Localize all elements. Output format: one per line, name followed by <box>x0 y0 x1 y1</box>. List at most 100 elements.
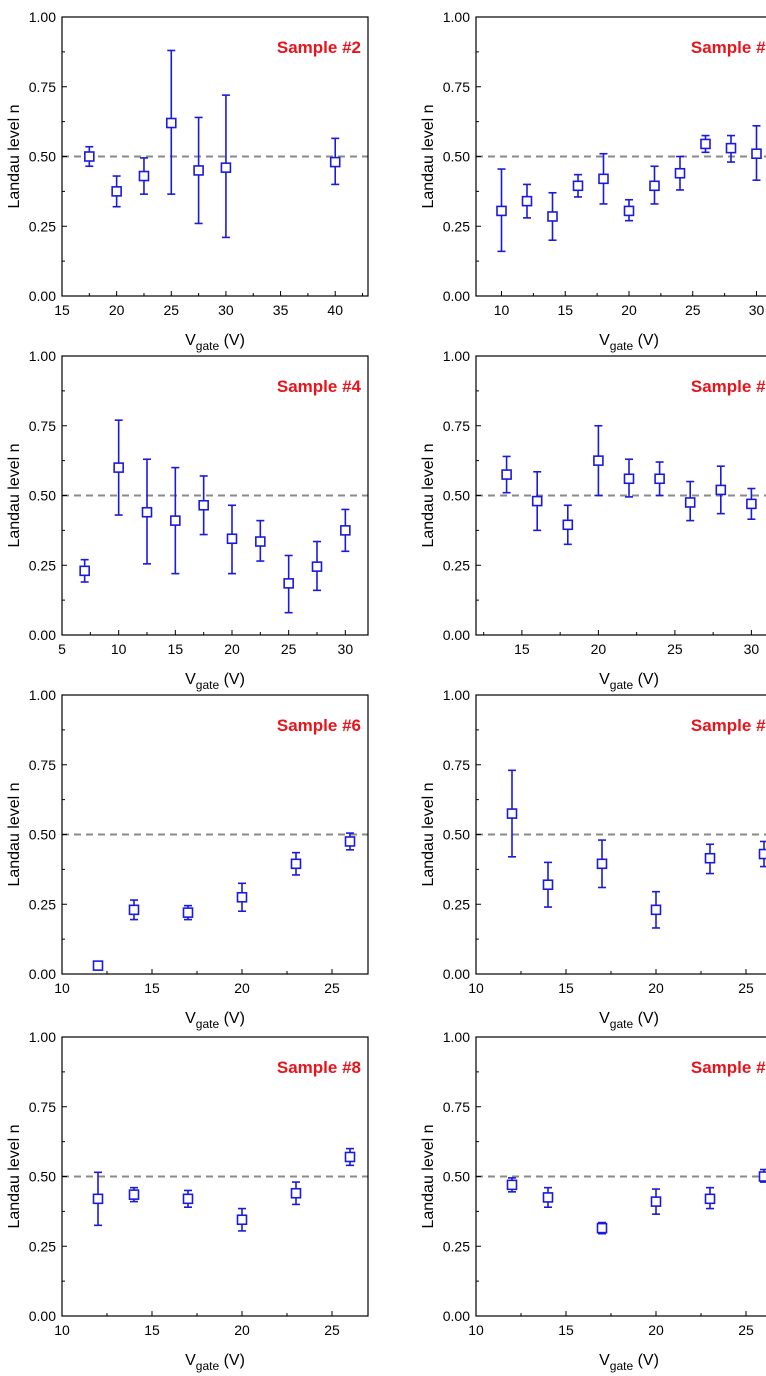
data-point <box>596 1222 608 1234</box>
y-tick-label: 0.00 <box>443 288 470 304</box>
x-axis-label-main: V <box>599 671 610 688</box>
data-point <box>715 484 727 496</box>
y-tick-label: 0.50 <box>29 1169 56 1185</box>
data-point <box>165 117 177 129</box>
y-tick-label: 0.25 <box>29 557 56 573</box>
x-tick-label: 15 <box>144 980 160 996</box>
x-tick-label: 25 <box>324 980 340 996</box>
data-point <box>113 462 124 473</box>
plot-frame <box>475 694 766 975</box>
sample-label: Sample #6 <box>277 716 361 735</box>
data-point <box>623 473 635 485</box>
y-axis-label: Landau level n <box>420 782 437 886</box>
x-tick-label: 20 <box>234 1322 250 1338</box>
x-axis-label: Vgate (V) <box>599 1010 659 1031</box>
y-tick-label: 1.00 <box>29 9 56 25</box>
data-point <box>593 455 604 466</box>
y-tick-label: 0.75 <box>29 757 56 773</box>
x-axis-label: Vgate (V) <box>185 1010 245 1031</box>
data-point <box>311 561 323 572</box>
data-point <box>751 148 762 160</box>
chart-panel: 0.00 0.25 0.50 0.75 1.00 10 15 20 25 Sample #9 Lan… <box>420 1029 766 1373</box>
data-point <box>79 565 90 577</box>
x-tick-label: 15 <box>54 302 70 318</box>
x-axis-label-unit: (V) <box>219 671 245 688</box>
y-tick-label: 0.50 <box>29 827 56 843</box>
data-point <box>547 211 558 222</box>
x-tick-label: 15 <box>514 641 530 657</box>
plot-frame <box>61 1036 369 1317</box>
data-point <box>542 879 554 891</box>
chart-panel: 0.00 0.25 0.50 0.75 1.00 15 20 25 30 35 40 Sample #… <box>6 9 369 353</box>
data-point <box>236 891 248 903</box>
x-axis-label-subscript: gate <box>196 1017 220 1031</box>
data-point <box>128 904 140 916</box>
y-tick-label: 0.00 <box>29 627 56 643</box>
data-point <box>506 1179 518 1191</box>
x-tick-label: 30 <box>749 302 765 318</box>
x-tick-label: 25 <box>685 302 701 318</box>
y-tick-label: 0.75 <box>443 757 470 773</box>
plot-frame <box>61 694 369 975</box>
y-axis-label: Landau level n <box>6 1124 23 1228</box>
x-tick-label: 25 <box>738 1322 754 1338</box>
y-tick-label: 1.00 <box>443 687 470 703</box>
x-axis-label-main: V <box>599 1352 610 1369</box>
x-axis-label-unit: (V) <box>633 1010 659 1027</box>
data-point <box>182 1193 194 1205</box>
x-axis-label: Vgate (V) <box>599 332 659 353</box>
data-point <box>226 533 238 545</box>
y-tick-label: 1.00 <box>29 687 56 703</box>
x-tick-label: 35 <box>273 302 289 318</box>
data-point <box>674 167 686 179</box>
x-tick-label: 10 <box>54 1322 70 1338</box>
data-point <box>198 499 209 511</box>
data-point <box>138 170 150 182</box>
data-point <box>704 1193 716 1205</box>
plot-frame <box>475 355 766 636</box>
x-axis-label-main: V <box>599 332 610 349</box>
data-point <box>506 808 518 819</box>
x-tick-label: 5 <box>58 641 66 657</box>
data-point <box>141 506 153 518</box>
x-tick-label: 15 <box>558 980 574 996</box>
x-axis-label: Vgate (V) <box>185 332 245 353</box>
plot-frame <box>61 16 369 297</box>
plot-frame <box>475 1036 766 1317</box>
x-tick-label: 25 <box>163 302 179 318</box>
data-point <box>236 1214 248 1226</box>
x-axis-label-unit: (V) <box>633 332 659 349</box>
y-tick-label: 0.25 <box>29 896 56 912</box>
x-axis-label-main: V <box>185 1352 196 1369</box>
data-point <box>255 536 266 547</box>
y-tick-label: 1.00 <box>443 348 470 364</box>
data-point <box>84 151 95 162</box>
y-tick-label: 0.00 <box>443 1308 470 1324</box>
data-point <box>283 578 294 589</box>
y-axis-label: Landau level n <box>6 104 23 208</box>
x-axis-label-subscript: gate <box>196 339 220 353</box>
x-axis-label-unit: (V) <box>633 671 659 688</box>
y-tick-label: 0.25 <box>443 218 470 234</box>
data-point <box>290 858 302 870</box>
data-point <box>623 205 635 217</box>
y-tick-label: 0.50 <box>29 149 56 165</box>
x-tick-label: 20 <box>591 641 607 657</box>
y-tick-label: 1.00 <box>29 348 56 364</box>
x-axis-label-unit: (V) <box>219 332 245 349</box>
x-axis-label: Vgate (V) <box>185 671 245 692</box>
x-axis-label-main: V <box>185 1010 196 1027</box>
x-tick-label: 10 <box>54 980 70 996</box>
x-axis-label-subscript: gate <box>196 678 220 692</box>
plot-frame <box>475 16 766 297</box>
x-tick-label: 40 <box>327 302 343 318</box>
sample-label: Sample #4 <box>277 377 362 396</box>
data-point <box>725 142 737 154</box>
y-tick-label: 0.00 <box>29 1308 56 1324</box>
data-point <box>596 858 608 870</box>
y-axis-label: Landau level n <box>6 782 23 886</box>
sample-label: Sample #7 <box>691 716 766 735</box>
data-point <box>700 138 711 150</box>
data-point <box>650 904 662 916</box>
